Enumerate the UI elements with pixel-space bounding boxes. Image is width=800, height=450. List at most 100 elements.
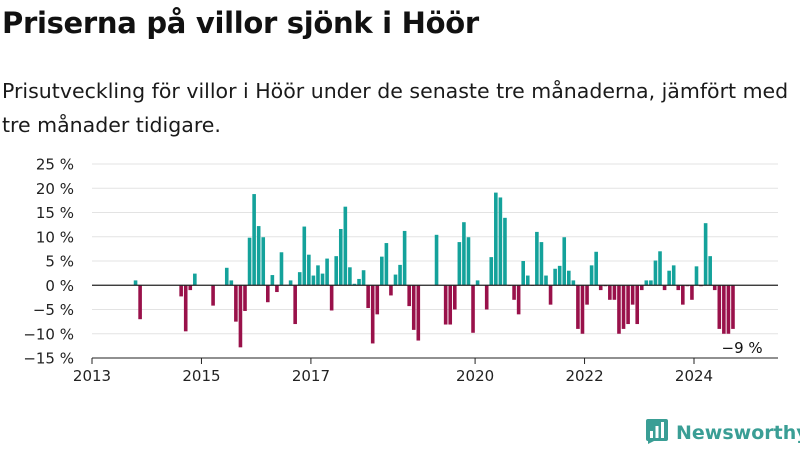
bar bbox=[402, 230, 407, 286]
bar bbox=[589, 265, 594, 286]
brand-logo: Newsworthy bbox=[645, 419, 800, 447]
bar bbox=[288, 280, 293, 286]
x-tick-label: 2024 bbox=[675, 367, 713, 385]
bar bbox=[361, 270, 366, 286]
bar bbox=[516, 285, 521, 315]
bar bbox=[635, 285, 640, 325]
bar bbox=[617, 285, 621, 334]
bar bbox=[612, 285, 617, 300]
bar bbox=[580, 285, 585, 334]
bar bbox=[275, 285, 279, 293]
bar bbox=[334, 256, 339, 286]
bar bbox=[585, 285, 589, 305]
bar bbox=[594, 251, 598, 286]
bar bbox=[302, 226, 307, 286]
bar-chart: 25 % 20 % 15 % 10 % 5 % 0 % −5 % −10 % −15 % 201… bbox=[23, 156, 778, 385]
x-tick-label: 2015 bbox=[182, 367, 220, 385]
y-tick-label: −10 % bbox=[23, 325, 74, 343]
bar bbox=[539, 242, 544, 286]
bar bbox=[357, 278, 361, 286]
bar bbox=[443, 285, 448, 325]
bar bbox=[571, 280, 576, 286]
x-tick-label: 2013 bbox=[73, 367, 111, 385]
x-tick-label: 2022 bbox=[565, 367, 603, 385]
bar bbox=[297, 272, 302, 286]
bar bbox=[576, 285, 580, 329]
bar bbox=[293, 285, 297, 325]
bar bbox=[512, 285, 516, 300]
bar bbox=[621, 285, 626, 329]
bar bbox=[266, 285, 270, 303]
last-value-label: −9 % bbox=[722, 339, 763, 357]
bar bbox=[726, 285, 731, 334]
bar bbox=[366, 285, 370, 309]
bar bbox=[630, 285, 635, 305]
y-tick-label: 25 % bbox=[36, 156, 74, 174]
bar bbox=[256, 226, 261, 286]
bar bbox=[229, 280, 234, 286]
bar bbox=[667, 270, 671, 286]
bar bbox=[279, 252, 284, 286]
bar bbox=[653, 260, 658, 286]
bar bbox=[311, 275, 316, 286]
x-tick-label: 2020 bbox=[456, 367, 494, 385]
y-tick-label: 20 % bbox=[36, 180, 74, 198]
bar bbox=[411, 285, 416, 330]
bar bbox=[384, 243, 389, 286]
bar bbox=[224, 267, 229, 286]
bar bbox=[525, 275, 530, 286]
bar bbox=[475, 280, 480, 286]
bar bbox=[193, 273, 197, 286]
bar bbox=[548, 285, 553, 305]
bar bbox=[489, 257, 494, 286]
bar bbox=[494, 192, 498, 286]
bar-chart-logo-icon bbox=[645, 418, 669, 448]
bar bbox=[316, 265, 320, 286]
bar bbox=[393, 274, 398, 286]
bar bbox=[717, 285, 722, 329]
bar bbox=[389, 285, 393, 296]
bar bbox=[722, 285, 726, 334]
bar bbox=[343, 206, 348, 286]
bar bbox=[562, 237, 567, 286]
bars bbox=[133, 192, 735, 348]
bar bbox=[557, 265, 562, 286]
bar bbox=[448, 285, 453, 325]
bar bbox=[338, 228, 343, 286]
bar bbox=[188, 285, 193, 291]
bar bbox=[375, 285, 380, 315]
bar bbox=[466, 237, 471, 286]
bar bbox=[247, 237, 252, 286]
bar bbox=[434, 234, 439, 286]
bar bbox=[398, 264, 402, 286]
bar bbox=[133, 280, 138, 286]
bar bbox=[348, 267, 352, 286]
bar bbox=[270, 275, 275, 286]
bar bbox=[658, 251, 662, 286]
x-tick-label: 2017 bbox=[292, 367, 330, 385]
bar bbox=[261, 237, 266, 286]
bar bbox=[329, 285, 334, 311]
bar bbox=[211, 285, 215, 306]
bar bbox=[644, 280, 649, 286]
y-tick-label: −15 % bbox=[23, 350, 74, 368]
bar bbox=[471, 285, 475, 333]
y-tick-label: 10 % bbox=[36, 228, 74, 246]
bar bbox=[320, 273, 325, 286]
bar bbox=[694, 266, 699, 286]
bar bbox=[484, 285, 489, 310]
bar bbox=[649, 280, 653, 286]
bar bbox=[352, 283, 357, 286]
x-axis: 2013 2015 2017 2020 2022 2024 bbox=[73, 357, 778, 385]
bar bbox=[639, 285, 644, 291]
bar bbox=[712, 285, 717, 291]
bar bbox=[626, 285, 630, 325]
y-tick-label: 15 % bbox=[36, 204, 74, 222]
bar bbox=[521, 261, 525, 286]
bar bbox=[238, 285, 243, 348]
y-tick-label: 5 % bbox=[45, 253, 74, 271]
bar bbox=[243, 285, 247, 311]
bar bbox=[380, 256, 384, 286]
bar bbox=[535, 231, 539, 286]
bar bbox=[407, 285, 411, 307]
